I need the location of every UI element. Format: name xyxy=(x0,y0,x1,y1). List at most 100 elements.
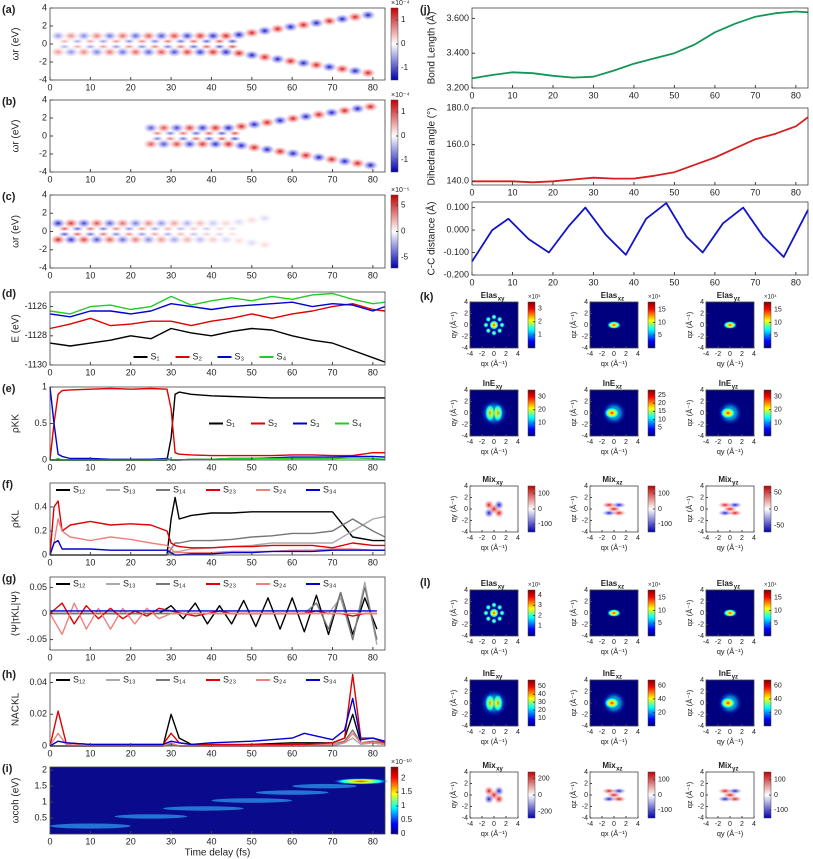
x-tick-label: 0 xyxy=(47,174,52,184)
x-tick-label: -4 xyxy=(467,639,473,646)
colorbar-tick-label: 40 xyxy=(774,696,782,703)
heatmap-pattern xyxy=(192,30,208,41)
y-tick-label: 0.02 xyxy=(29,709,47,719)
x-tick-label: 80 xyxy=(791,277,801,287)
y-tick-label: -4 xyxy=(698,815,704,822)
colorbar-tick-label: 50 xyxy=(538,683,546,690)
y-tick-label: -2 xyxy=(582,621,588,628)
legend-label: S₄ xyxy=(352,418,362,428)
x-tick-label: 2 xyxy=(504,351,508,358)
colorbar xyxy=(763,589,772,637)
x-axis-label: qy (Å⁻¹) xyxy=(717,543,744,552)
y-tick-label: 2 xyxy=(700,494,704,501)
panel-label: (g) xyxy=(2,573,16,585)
colorbar-tick-label: 10 xyxy=(538,420,546,427)
y-tick-label: 4 xyxy=(700,299,704,306)
plot-title: Elas xyxy=(481,291,498,300)
x-tick-label: -4 xyxy=(587,439,593,446)
colorbar-tick-label: 100 xyxy=(658,491,670,498)
y-tick-label: -4 xyxy=(582,633,588,640)
heatmap-pattern xyxy=(246,142,262,153)
colorbar-tick-label: 1 xyxy=(538,623,542,630)
heatmap-pattern xyxy=(231,29,247,40)
heatmap-pattern xyxy=(166,218,182,229)
y-axis-label: qz (Å⁻¹) xyxy=(685,781,694,808)
y-tick-label: -4 xyxy=(462,815,468,822)
heatmap-pattern xyxy=(485,316,492,323)
legend-label: S₂ xyxy=(268,418,278,428)
y-tick-label: 0 xyxy=(700,506,704,513)
heatmap-pattern xyxy=(181,122,198,133)
heatmap-pattern xyxy=(349,158,366,169)
heatmap-pattern xyxy=(295,19,312,30)
y-tick-label: -2 xyxy=(462,333,468,340)
y-tick-label: -4 xyxy=(698,433,704,440)
heatmap-pattern xyxy=(102,218,118,229)
x-tick-label: 10 xyxy=(85,270,95,280)
heatmap-pattern xyxy=(166,47,182,58)
colorbar-tick-label: 10 xyxy=(538,715,546,722)
y-tick-label: 2 xyxy=(464,780,468,787)
y-tick-label: 0 xyxy=(42,454,47,464)
heatmap-pattern xyxy=(324,154,340,165)
legend-label: S₂₃ xyxy=(223,674,236,684)
x-tick-label: 70 xyxy=(328,748,338,758)
heatmap-pattern xyxy=(485,615,492,622)
x-tick-label: 4 xyxy=(636,639,640,646)
heatmap-pattern xyxy=(347,65,363,76)
heatmap-pattern xyxy=(192,218,208,229)
colorbar-tick-label: 15 xyxy=(658,307,666,314)
y-axis-label: qz (Å⁻¹) xyxy=(569,689,578,716)
colorbar-tick-label: 30 xyxy=(774,393,782,400)
y-axis-label: ωr (eV) xyxy=(11,120,22,153)
y-tick-label: 140.0 xyxy=(446,176,469,186)
y-tick-label: 2 xyxy=(700,310,704,317)
heatmap-pattern xyxy=(102,30,118,41)
x-tick-label: 80 xyxy=(368,557,378,567)
heatmap-pattern xyxy=(140,234,157,245)
heatmap-pattern xyxy=(114,47,131,58)
x-tick-label: 2 xyxy=(624,535,628,542)
x-tick-label: 4 xyxy=(752,535,756,542)
plot-title: InE xyxy=(483,379,496,388)
legend-label: S₄ xyxy=(277,351,287,361)
colorbar-tick-label: 0 xyxy=(658,506,662,513)
heatmap-pattern xyxy=(607,321,621,329)
heatmap-pattern xyxy=(50,47,66,58)
x-tick-label: 2 xyxy=(740,535,744,542)
legend-label: S₃₄ xyxy=(323,484,337,494)
y-tick-label: 2 xyxy=(464,494,468,501)
y-tick-label: 2 xyxy=(584,494,588,501)
y-tick-label: -4 xyxy=(462,345,468,352)
y-tick-label: 2 xyxy=(700,688,704,695)
x-tick-label: 70 xyxy=(328,270,338,280)
y-tick-label: -2 xyxy=(462,711,468,718)
heatmap-pattern xyxy=(76,234,92,245)
heatmap-pattern xyxy=(308,18,325,28)
heatmap-pattern xyxy=(153,218,170,229)
x-tick-label: 10 xyxy=(507,187,517,197)
y-axis-label: ωr (eV) xyxy=(11,215,22,248)
x-tick-label: 4 xyxy=(636,535,640,542)
legend-label: S₁₃ xyxy=(123,484,136,494)
colorbar-tick-label: 10 xyxy=(658,607,666,614)
x-axis-label: qx (Å⁻¹) xyxy=(601,359,628,368)
x-tick-label: 0 xyxy=(47,652,52,662)
heatmap-pattern xyxy=(143,139,159,150)
x-tick-label: 0 xyxy=(612,821,616,828)
heatmap-pattern xyxy=(360,10,376,21)
x-tick-label: 40 xyxy=(206,174,216,184)
heatmap-pattern xyxy=(218,234,234,245)
y-tick-label: -4 xyxy=(462,723,468,730)
colorbar-tick-label: 1 xyxy=(401,801,406,810)
plot-title-subscript: xy xyxy=(496,767,503,773)
x-tick-label: 2 xyxy=(624,351,628,358)
plot-title: InE xyxy=(483,669,496,678)
x-tick-label: 2 xyxy=(740,729,744,736)
x-tick-label: 0 xyxy=(612,351,616,358)
heatmap-pattern xyxy=(311,152,327,163)
plot-frame xyxy=(49,291,386,366)
x-tick-label: -2 xyxy=(599,351,605,358)
x-axis-label: qx (Å⁻¹) xyxy=(481,737,508,746)
y-tick-label: 0.000 xyxy=(446,224,469,234)
